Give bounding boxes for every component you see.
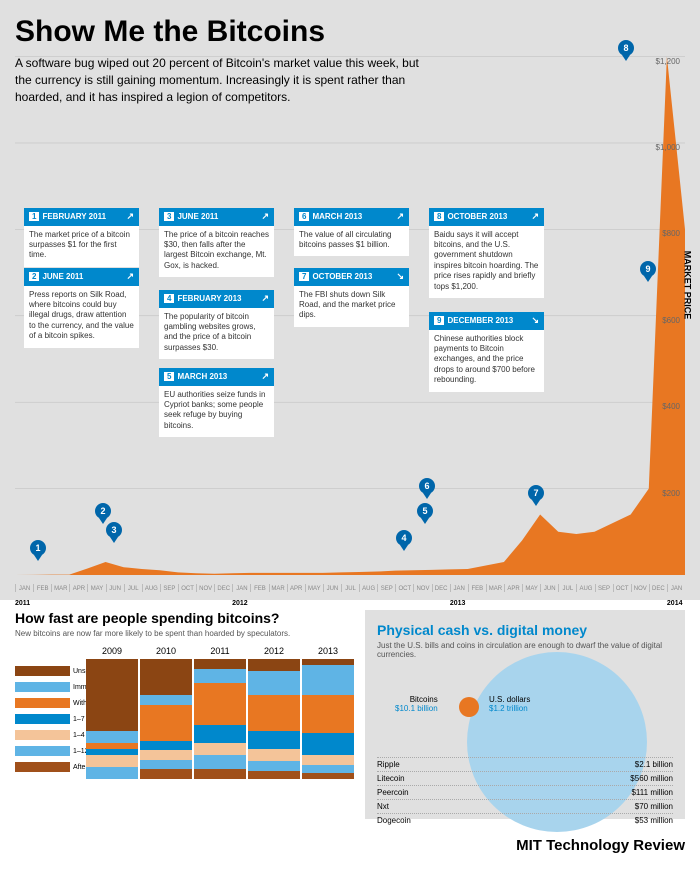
crypto-list: Ripple$2.1 billionLitecoin$560 millionPe… (377, 757, 673, 827)
marker-5: 5 (417, 503, 433, 519)
marker-8: 8 (618, 40, 634, 56)
marker-9: 9 (640, 261, 656, 277)
marker-1: 1 (30, 540, 46, 556)
marker-7: 7 (528, 485, 544, 501)
y-axis-label: MARKET PRICE (683, 251, 693, 320)
circle-comparison: Bitcoins $10.1 billion U.S. dollars $1.2… (377, 667, 673, 807)
bitcoin-label: Bitcoins $10.1 billion (395, 695, 438, 713)
spending-panel: How fast are people spending bitcoins? N… (15, 610, 355, 819)
event-box-3: 3JUNE 2011↗The price of a bitcoin reache… (159, 208, 274, 277)
marker-4: 4 (396, 530, 412, 546)
bitcoin-circle (459, 697, 479, 717)
spending-subtitle: New bitcoins are now far more likely to … (15, 629, 355, 638)
event-box-2: 2JUNE 2011↗Press reports on Silk Road, w… (24, 268, 139, 348)
spending-year-labels: 20092010201120122013 (85, 646, 355, 656)
source-footer: MIT Technology Review (0, 829, 700, 869)
physical-panel: Physical cash vs. digital money Just the… (365, 610, 685, 819)
main-price-chart: Show Me the Bitcoins A software bug wipe… (0, 0, 700, 600)
marker-6: 6 (419, 478, 435, 494)
marker-2: 2 (95, 503, 111, 519)
x-axis-months: JANFEBMARAPRMAYJUNJULAUGSEPOCTNOVDECJANF… (15, 584, 685, 592)
event-box-7: 7OCTOBER 2013↘The FBI shuts down Silk Ro… (294, 268, 409, 327)
physical-subtitle: Just the U.S. bills and coins in circula… (377, 641, 673, 659)
spending-columns (85, 659, 355, 779)
event-box-1: 1FEBRUARY 2011↗The market price of a bit… (24, 208, 139, 267)
bottom-panels: How fast are people spending bitcoins? N… (0, 600, 700, 829)
event-box-8: 8OCTOBER 2013↗Baidu says it will accept … (429, 208, 544, 298)
spending-title: How fast are people spending bitcoins? (15, 610, 355, 626)
event-box-9: 9DECEMBER 2013↘Chinese authorities block… (429, 312, 544, 392)
event-box-4: 4FEBRUARY 2013↗The popularity of bitcoin… (159, 290, 274, 359)
marker-3: 3 (106, 522, 122, 538)
usd-label: U.S. dollars $1.2 trillion (489, 695, 530, 713)
event-box-6: 6MARCH 2013↗The value of all circulating… (294, 208, 409, 256)
spending-bars: 20092010201120122013 (85, 646, 355, 786)
spending-stacked-chart: UnspentImmediatelyWithin 24 hours1–7 day… (15, 646, 355, 786)
physical-title: Physical cash vs. digital money (377, 622, 673, 638)
event-box-5: 5MARCH 2013↗EU authorities seize funds i… (159, 368, 274, 437)
infographic-container: Show Me the Bitcoins A software bug wipe… (0, 0, 700, 869)
